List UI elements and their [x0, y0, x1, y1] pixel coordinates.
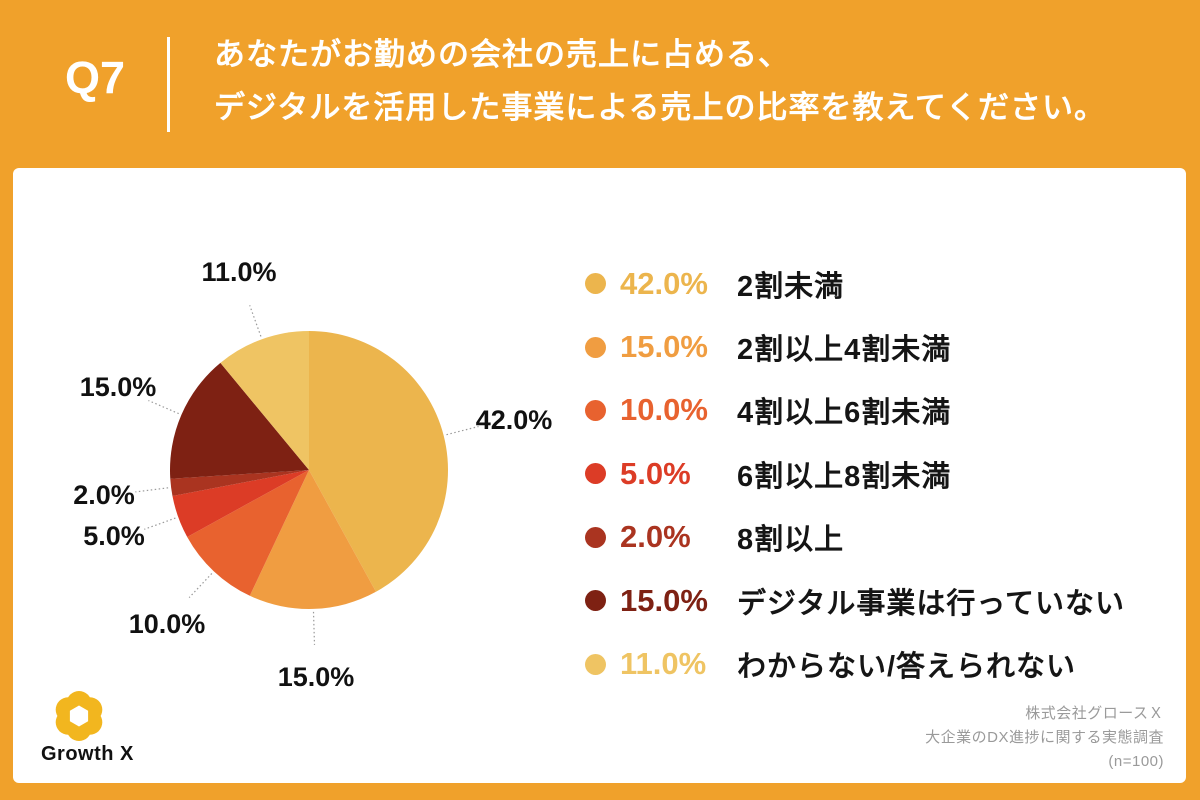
pie-leader-line-2 [188, 573, 213, 599]
pie-leader-line-1 [312, 611, 316, 645]
pie-value-label-6: 11.0% [201, 257, 276, 287]
legend-item-2: 10.0% 4割以上6割未満 [585, 379, 1125, 442]
source-survey: 大企業のDX進捗に関する実態調査 [925, 729, 1164, 746]
legend-item-6: 11.0% わからない/答えられない [585, 632, 1125, 695]
legend-dot-icon [585, 590, 606, 612]
legend-item-3: 5.0% 6割以上8割未満 [585, 442, 1125, 505]
growthx-logo-text: Growth X [41, 743, 134, 765]
pie-slice-1 [249, 470, 376, 609]
growthx-logo: Growth X [41, 690, 134, 766]
pie-slice-6 [220, 331, 309, 470]
pie-leader-line-4 [135, 487, 169, 493]
header-divider [167, 37, 170, 132]
question-number: Q7 [64, 52, 126, 103]
legend-label: デジタル事業は行っていない [737, 587, 1125, 620]
legend-item-0: 42.0% 2割未満 [585, 252, 1125, 315]
pie-value-label-1: 15.0% [278, 662, 355, 692]
pie-slice-4 [170, 470, 309, 497]
pie-slice-0 [309, 331, 449, 592]
title-line-2: デジタルを活用した事業による売上の比率を教えてください。 [214, 90, 1106, 125]
pie-leader-line-5 [148, 399, 179, 415]
pie-value-label-4: 2.0% [73, 480, 135, 510]
pie-slice-3 [172, 470, 309, 537]
legend-dot-icon [585, 463, 606, 485]
legend-percent: 5.0% [620, 455, 691, 491]
legend-percent: 15.0% [620, 329, 708, 365]
legend-label: 4割以上6割未満 [737, 397, 952, 430]
legend-percent: 15.0% [620, 582, 708, 618]
source-note: 株式会社グロースＸ 大企業のDX進捗に関する実態調査 (n=100) [925, 702, 1164, 774]
legend-dot-icon [585, 526, 606, 548]
page-title: あなたがお勤めの会社の売上に占める、 デジタルを活用した事業による売上の比率を教… [214, 28, 1106, 134]
legend-percent: 10.0% [620, 392, 708, 428]
pie-leader-line-6 [249, 305, 262, 337]
pie-value-label-0: 42.0% [476, 405, 553, 435]
pie-leader-line-3 [144, 517, 176, 530]
legend-label: 8割以上 [737, 524, 845, 557]
pie-slice-5 [169, 362, 309, 479]
legend-dot-icon [585, 399, 606, 421]
legend-percent: 2.0% [620, 519, 691, 555]
chart-panel: 42.0% 15.0% 10.0% 5.0% 2.0% 15.0% 11.0% 42.0% 2… [13, 168, 1186, 783]
legend-label: 6割以上8割未満 [737, 460, 952, 493]
legend-item-5: 15.0% デジタル事業は行っていない [585, 569, 1125, 632]
legend-label: 2割未満 [737, 270, 845, 303]
pie-value-label-5: 15.0% [80, 372, 157, 402]
growthx-logo-icon [55, 691, 103, 741]
legend-dot-icon [585, 653, 606, 675]
legend-item-4: 2.0% 8割以上 [585, 506, 1125, 569]
title-line-1: あなたがお勤めの会社の売上に占める、 [214, 37, 790, 72]
pie-chart: 42.0% 15.0% 10.0% 5.0% 2.0% 15.0% 11.0% [73, 257, 553, 692]
legend-item-1: 15.0% 2割以上4割未満 [585, 315, 1125, 378]
source-company: 株式会社グロースＸ [1025, 705, 1164, 722]
pie-value-label-2: 10.0% [129, 609, 206, 639]
pie-value-label-3: 5.0% [83, 521, 145, 551]
legend-dot-icon [585, 273, 606, 295]
header: Q7 あなたがお勤めの会社の売上に占める、 デジタルを活用した事業による売上の比… [0, 0, 1200, 168]
pie-leader-line-0 [446, 425, 479, 436]
legend-percent: 42.0% [620, 265, 708, 301]
legend-label: 2割以上4割未満 [737, 334, 952, 367]
legend-label: わからない/答えられない [737, 651, 1077, 684]
legend-dot-icon [585, 336, 606, 358]
legend: 42.0% 2割未満 15.0% 2割以上4割未満 10.0% 4割以上6割未満 5.0% 6… [585, 252, 1125, 696]
source-sample-size: (n=100) [1108, 753, 1164, 770]
pie-slice-2 [187, 470, 309, 596]
legend-percent: 11.0% [620, 646, 707, 682]
